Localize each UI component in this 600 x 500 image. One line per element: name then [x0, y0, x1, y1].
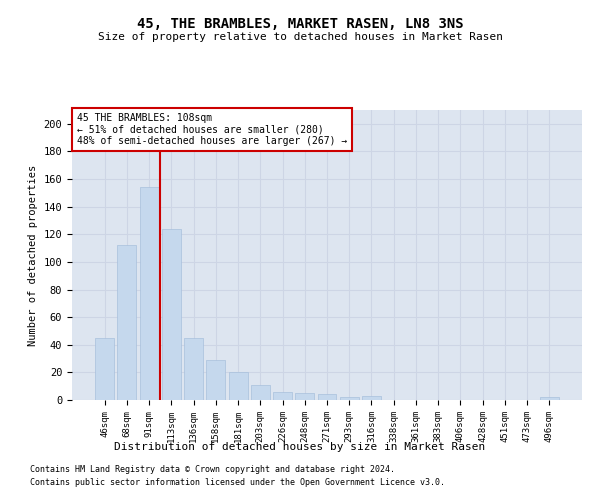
Bar — [140, 188, 158, 400]
Bar — [206, 360, 225, 400]
Text: Size of property relative to detached houses in Market Rasen: Size of property relative to detached ho… — [97, 32, 503, 42]
Bar — [540, 397, 559, 400]
Text: Contains HM Land Registry data © Crown copyright and database right 2024.: Contains HM Land Registry data © Crown c… — [30, 466, 395, 474]
Text: 45 THE BRAMBLES: 108sqm
← 51% of detached houses are smaller (280)
48% of semi-d: 45 THE BRAMBLES: 108sqm ← 51% of detache… — [77, 113, 347, 146]
Bar — [340, 397, 359, 400]
Bar — [362, 396, 381, 400]
Bar — [317, 394, 337, 400]
Bar — [118, 246, 136, 400]
Bar — [229, 372, 248, 400]
Text: Distribution of detached houses by size in Market Rasen: Distribution of detached houses by size … — [115, 442, 485, 452]
Bar — [184, 338, 203, 400]
Bar — [273, 392, 292, 400]
Bar — [295, 393, 314, 400]
Bar — [251, 385, 270, 400]
Text: Contains public sector information licensed under the Open Government Licence v3: Contains public sector information licen… — [30, 478, 445, 487]
Text: 45, THE BRAMBLES, MARKET RASEN, LN8 3NS: 45, THE BRAMBLES, MARKET RASEN, LN8 3NS — [137, 18, 463, 32]
Bar — [95, 338, 114, 400]
Bar — [162, 229, 181, 400]
Y-axis label: Number of detached properties: Number of detached properties — [28, 164, 38, 346]
